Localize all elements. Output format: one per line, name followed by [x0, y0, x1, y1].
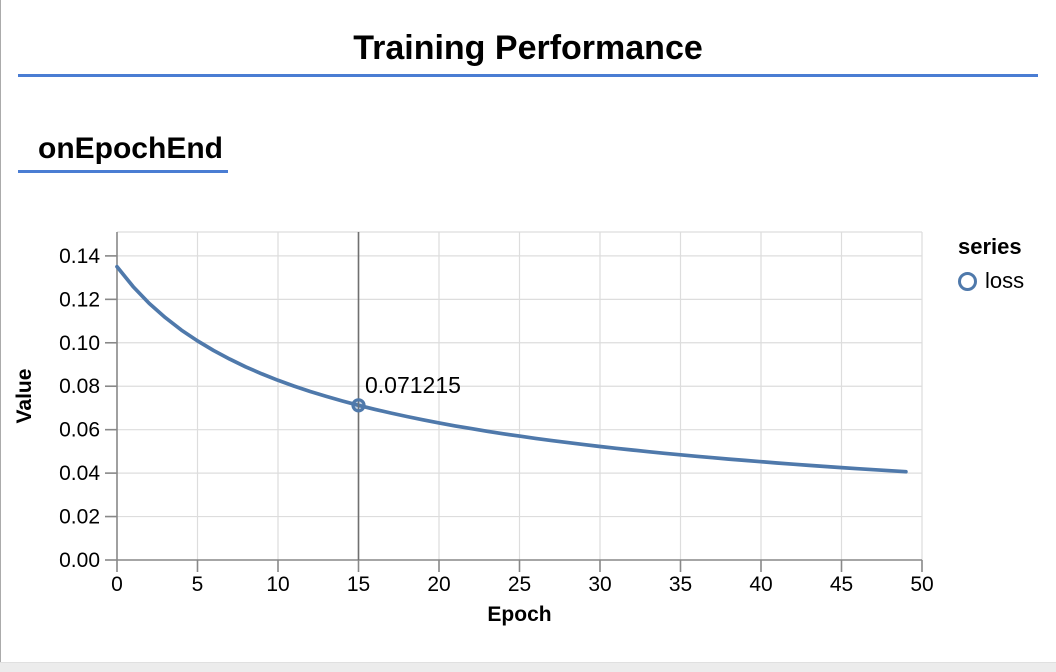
x-tick-label: 15: [347, 573, 370, 596]
y-tick-label: 0.14: [59, 245, 100, 268]
y-tick-label: 0.10: [59, 332, 100, 355]
section-heading-label: onEpochEnd: [38, 132, 223, 165]
x-tick-label: 50: [910, 573, 933, 596]
x-tick-label: 40: [749, 573, 772, 596]
x-tick-label: 5: [192, 573, 204, 596]
x-tick-label: 25: [508, 573, 531, 596]
chart-legend: series loss: [958, 234, 1024, 292]
y-tick-label: 0.02: [59, 506, 100, 529]
panel-left-border: [0, 0, 1, 672]
x-tick-label: 45: [830, 573, 853, 596]
x-tick-label: 20: [427, 573, 450, 596]
title-underline: [18, 74, 1038, 77]
legend-item-loss[interactable]: loss: [958, 270, 1024, 292]
x-tick-label: 10: [266, 573, 289, 596]
x-tick-label: 35: [669, 573, 692, 596]
data-point-marker: [351, 398, 366, 413]
x-tick-label: 0: [111, 573, 123, 596]
y-tick-label: 0.00: [59, 549, 100, 572]
legend-item-label: loss: [985, 268, 1025, 294]
plot-hover-area[interactable]: [117, 232, 922, 560]
y-tick-label: 0.08: [59, 375, 100, 398]
y-tick-label: 0.06: [59, 419, 100, 442]
bottom-strip: [0, 662, 1056, 672]
legend-title: series: [958, 234, 1022, 259]
x-tick-label: 30: [588, 573, 611, 596]
x-axis-title: Epoch: [487, 603, 551, 626]
page-title: Training Performance: [353, 29, 703, 67]
y-tick-label: 0.04: [59, 462, 100, 485]
tooltip-value-label: 0.071215: [365, 372, 461, 398]
loss-series-circle-icon: [958, 271, 977, 291]
section-heading: onEpochEnd: [18, 130, 228, 173]
y-axis-title: Value: [13, 369, 36, 424]
y-tick-label: 0.12: [59, 288, 100, 311]
loss-line: [115, 264, 908, 474]
